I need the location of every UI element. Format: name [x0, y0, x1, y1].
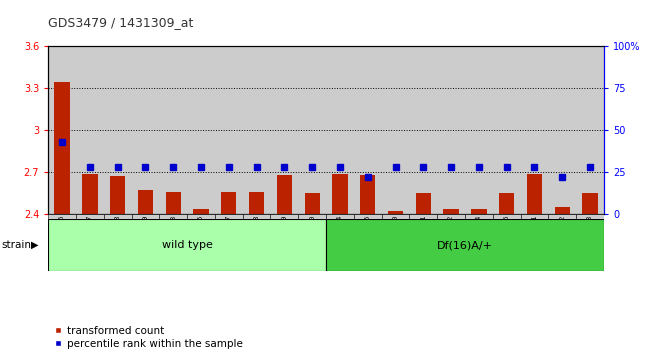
Text: GSM272346: GSM272346	[59, 215, 65, 254]
Bar	[465, 214, 493, 219]
Bar	[166, 192, 181, 214]
Bar	[416, 193, 431, 214]
Bar	[576, 46, 604, 214]
Text: GSM272357: GSM272357	[226, 215, 232, 254]
Bar	[159, 214, 187, 219]
Bar	[409, 214, 437, 219]
Bar	[187, 214, 215, 219]
Bar	[193, 209, 209, 214]
Bar	[277, 175, 292, 214]
Legend: transformed count, percentile rank within the sample: transformed count, percentile rank withi…	[53, 326, 243, 349]
Text: GSM272358: GSM272358	[253, 215, 259, 254]
Text: GSM272350: GSM272350	[393, 215, 399, 254]
Bar	[493, 46, 521, 214]
Text: GSM272352: GSM272352	[448, 215, 454, 254]
Bar	[159, 46, 187, 214]
Bar	[131, 46, 159, 214]
Bar	[576, 214, 604, 219]
Bar	[187, 46, 215, 214]
Text: GSM272355: GSM272355	[198, 215, 204, 254]
Text: GSM272353: GSM272353	[170, 215, 176, 254]
Bar	[271, 46, 298, 214]
Bar	[76, 46, 104, 214]
Bar	[465, 46, 493, 214]
Bar	[298, 46, 326, 214]
Bar	[271, 214, 298, 219]
Bar	[326, 46, 354, 214]
Bar	[521, 46, 548, 214]
Text: Df(16)A/+: Df(16)A/+	[437, 240, 493, 250]
Bar	[48, 46, 76, 214]
Bar	[471, 209, 486, 214]
Bar	[243, 214, 271, 219]
Text: GSM272360: GSM272360	[309, 215, 315, 254]
Bar	[437, 46, 465, 214]
Bar	[437, 214, 465, 219]
Bar	[493, 214, 521, 219]
Bar	[138, 190, 153, 214]
Bar	[381, 214, 409, 219]
Bar	[388, 211, 403, 214]
Bar	[381, 46, 409, 214]
Bar	[354, 214, 381, 219]
Bar	[360, 175, 376, 214]
Bar	[326, 219, 604, 271]
Bar	[104, 214, 131, 219]
Bar	[354, 46, 381, 214]
Text: GSM272362: GSM272362	[559, 215, 565, 254]
Text: GSM272345: GSM272345	[365, 215, 371, 254]
Bar	[582, 193, 598, 214]
Bar	[499, 193, 514, 214]
Bar	[527, 173, 542, 214]
Bar	[110, 176, 125, 214]
Text: GSM272351: GSM272351	[420, 215, 426, 254]
Text: GSM272359: GSM272359	[281, 215, 287, 254]
Bar	[444, 209, 459, 214]
Bar	[221, 192, 236, 214]
Text: GDS3479 / 1431309_at: GDS3479 / 1431309_at	[48, 16, 193, 29]
Bar	[409, 46, 437, 214]
Bar	[48, 219, 326, 271]
Text: wild type: wild type	[162, 240, 213, 250]
Text: GSM272344: GSM272344	[337, 215, 343, 254]
Bar	[521, 214, 548, 219]
Text: GSM272356: GSM272356	[504, 215, 510, 254]
Bar	[131, 214, 159, 219]
Bar	[548, 46, 576, 214]
Bar	[243, 46, 271, 214]
Bar	[76, 214, 104, 219]
Text: GSM272348: GSM272348	[115, 215, 121, 254]
Text: GSM272354: GSM272354	[476, 215, 482, 254]
Text: GSM272347: GSM272347	[87, 215, 93, 254]
Bar	[104, 46, 131, 214]
Bar	[82, 173, 98, 214]
Text: strain: strain	[1, 240, 31, 250]
Bar	[298, 214, 326, 219]
Bar	[54, 82, 70, 214]
Bar	[215, 214, 243, 219]
Text: GSM272349: GSM272349	[143, 215, 148, 254]
Bar	[249, 192, 264, 214]
Text: GSM272361: GSM272361	[531, 215, 537, 254]
Bar	[554, 207, 570, 214]
Bar	[215, 46, 243, 214]
Text: GSM272363: GSM272363	[587, 215, 593, 254]
Bar	[332, 173, 348, 214]
Bar	[48, 214, 76, 219]
Bar	[304, 193, 320, 214]
Bar	[326, 214, 354, 219]
Text: ▶: ▶	[31, 240, 38, 250]
Bar	[548, 214, 576, 219]
